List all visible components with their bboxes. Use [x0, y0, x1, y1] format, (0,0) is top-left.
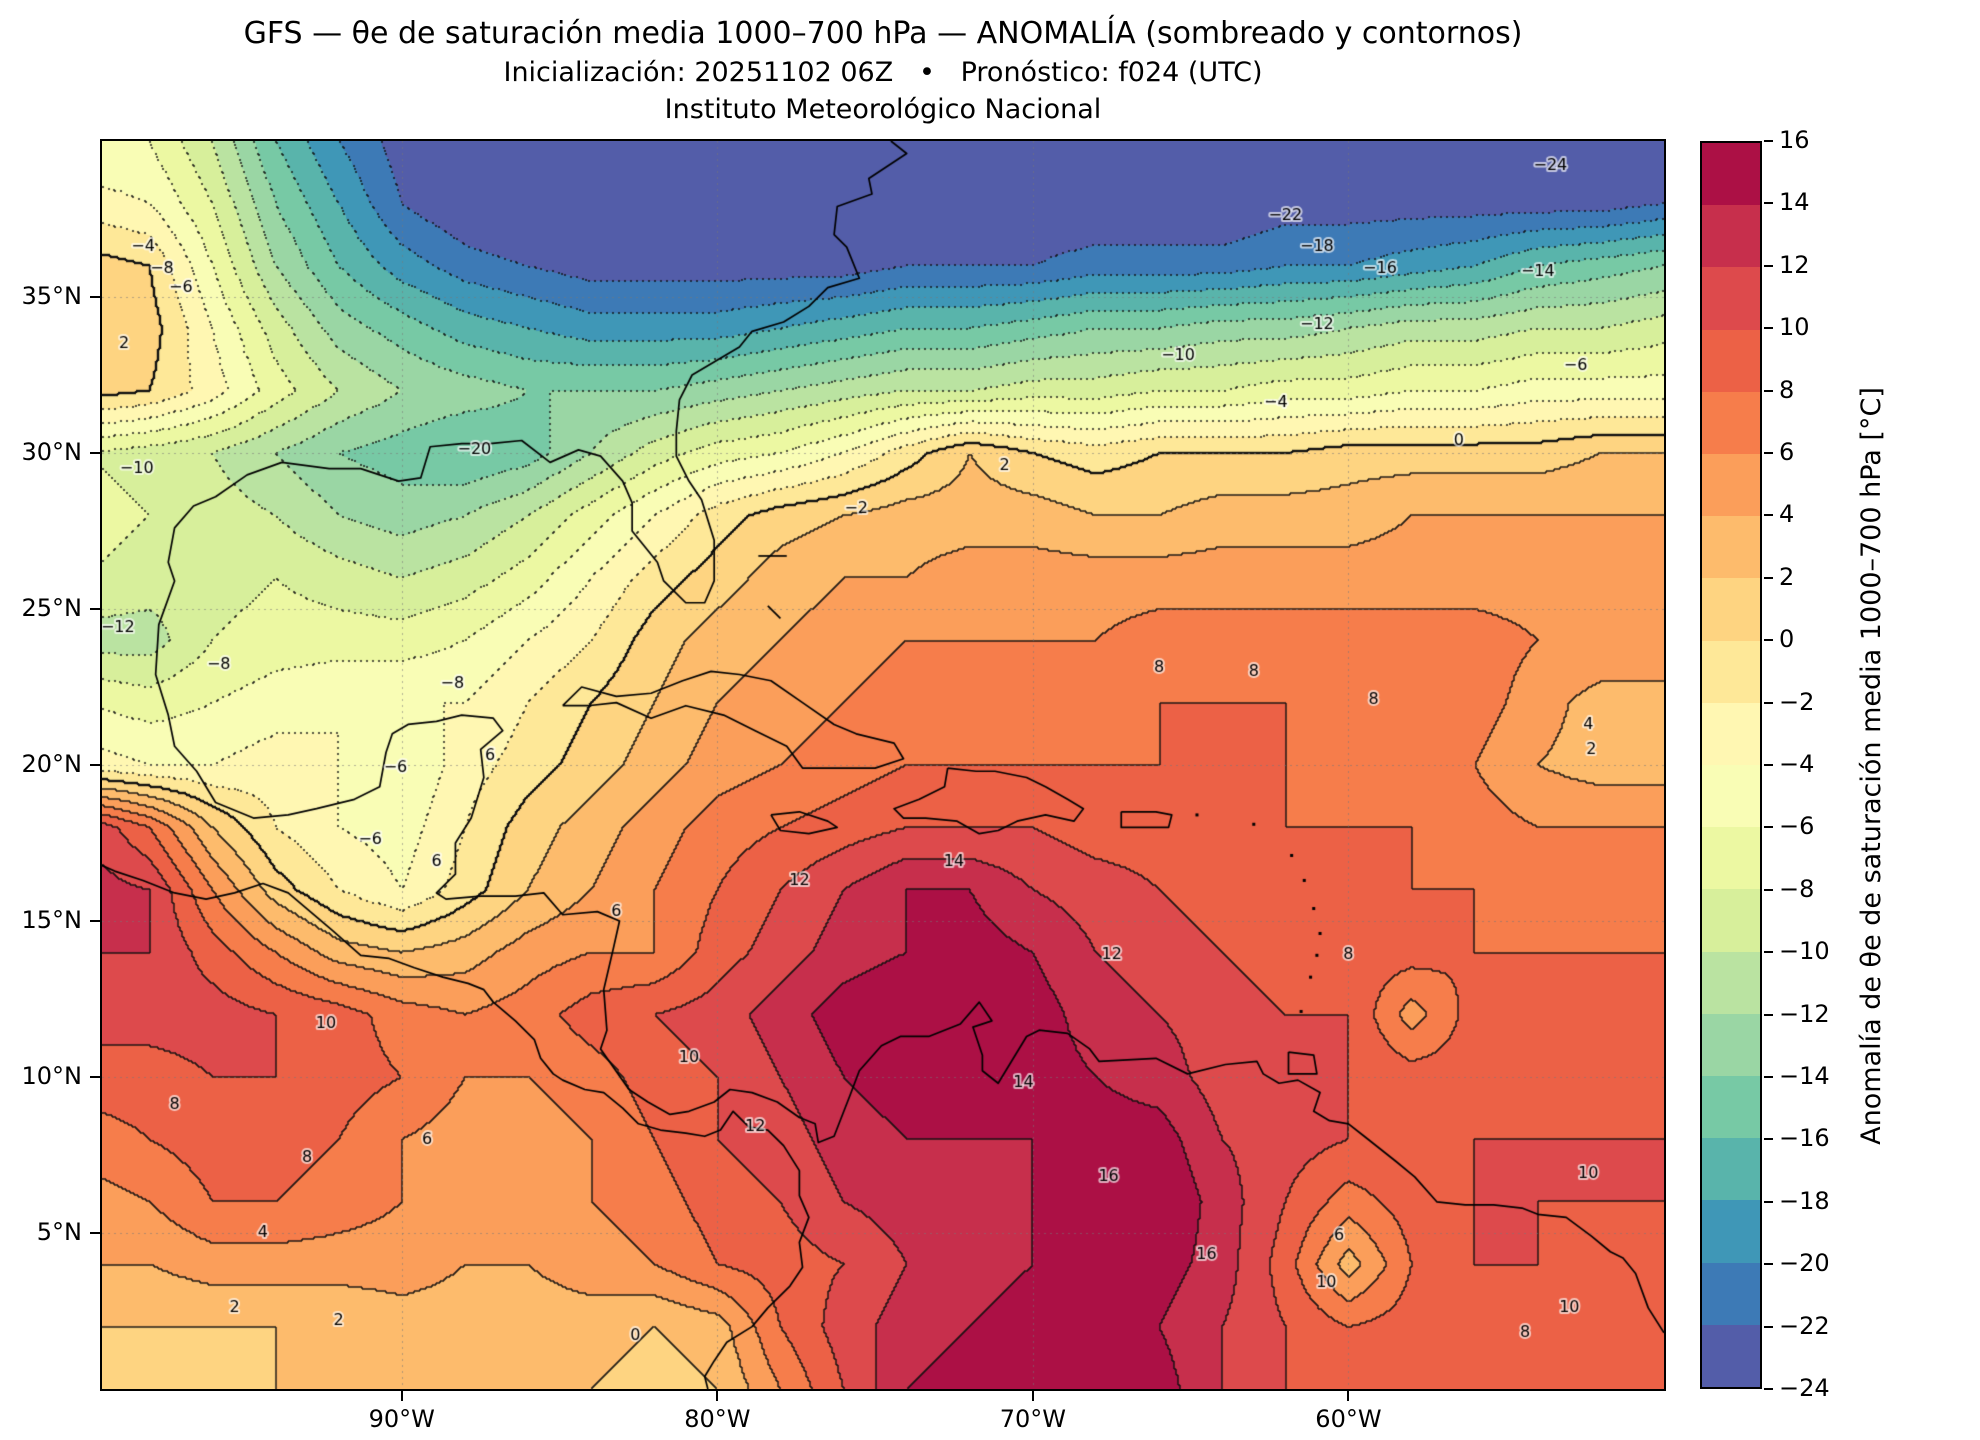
- colorbar-tick-mark: [1764, 639, 1773, 642]
- colorbar-bin: [1702, 889, 1760, 952]
- x-tick-label: 80°W: [684, 1405, 751, 1433]
- anomaly-map-canvas: [102, 141, 1664, 1389]
- colorbar-bin: [1702, 1262, 1760, 1325]
- map-plot: [100, 139, 1666, 1391]
- colorbar-tick-label: −16: [1779, 1124, 1830, 1153]
- colorbar-bin: [1702, 951, 1760, 1014]
- colorbar-tick-label: 4: [1779, 500, 1795, 529]
- colorbar-tick-label: 2: [1779, 562, 1795, 591]
- colorbar-tick-label: −6: [1779, 812, 1815, 841]
- y-tick-label: 5°N: [36, 1218, 82, 1246]
- colorbar-tick-label: 6: [1779, 438, 1795, 466]
- colorbar-bin: [1702, 1076, 1760, 1139]
- colorbar-bin: [1702, 702, 1760, 766]
- colorbar-tick-label: −20: [1779, 1249, 1830, 1278]
- y-tick-mark: [90, 764, 100, 766]
- colorbar-tick-label: 8: [1779, 375, 1795, 404]
- colorbar-tick-mark: [1764, 1263, 1773, 1266]
- colorbar-tick-mark: [1764, 701, 1773, 704]
- y-tick-mark: [90, 1076, 100, 1078]
- colorbar-tick-mark: [1764, 826, 1773, 829]
- x-tick-mark: [716, 1391, 719, 1401]
- y-tick-label: 10°N: [21, 1062, 83, 1090]
- colorbar-tick-mark: [1764, 764, 1773, 766]
- colorbar-tick-mark: [1764, 264, 1773, 267]
- colorbar-bin: [1702, 205, 1760, 268]
- colorbar-tick-label: −2: [1779, 687, 1815, 716]
- colorbar-tick-label: 16: [1779, 126, 1810, 154]
- y-tick-label: 20°N: [21, 750, 83, 778]
- colorbar-tick-mark: [1764, 327, 1773, 330]
- y-tick-label: 35°N: [21, 282, 83, 310]
- chart-titles: GFS — θe de saturación media 1000–700 hP…: [102, 14, 1664, 128]
- colorbar-label: Anomalía de θe de saturación media 1000–…: [1856, 387, 1887, 1145]
- x-tick-label: 60°W: [1315, 1405, 1382, 1433]
- chart-title: GFS — θe de saturación media 1000–700 hP…: [243, 16, 1523, 51]
- y-tick-mark: [90, 608, 100, 610]
- colorbar-tick-label: −24: [1779, 1374, 1830, 1402]
- colorbar-tick-label: 14: [1779, 188, 1810, 217]
- x-tick-label: 90°W: [368, 1405, 435, 1433]
- colorbar-tick-label: 10: [1779, 313, 1810, 342]
- colorbar-bin: [1702, 454, 1760, 517]
- colorbar-tick-label: −12: [1779, 999, 1830, 1028]
- colorbar-tick-mark: [1764, 888, 1773, 891]
- colorbar-tick-mark: [1764, 389, 1773, 392]
- colorbar-bin: [1702, 1013, 1760, 1077]
- colorbar-bin: [1702, 267, 1760, 330]
- colorbar-bin: [1702, 1324, 1760, 1388]
- y-tick-label: 30°N: [21, 438, 83, 466]
- colorbar-tick-mark: [1764, 1076, 1773, 1078]
- colorbar-tick-label: −4: [1779, 750, 1815, 778]
- colorbar-tick-label: −8: [1779, 874, 1815, 903]
- colorbar-bin: [1702, 578, 1760, 641]
- colorbar-tick-label: −22: [1779, 1311, 1830, 1340]
- colorbar-tick-label: −18: [1779, 1186, 1830, 1215]
- colorbar-bin: [1702, 516, 1760, 579]
- colorbar-tick-mark: [1764, 140, 1773, 142]
- x-tick-mark: [1347, 1391, 1350, 1401]
- colorbar: [1700, 141, 1762, 1389]
- colorbar-tick-label: 12: [1779, 250, 1810, 279]
- colorbar-tick-label: 0: [1779, 625, 1795, 654]
- colorbar-tick-mark: [1764, 1138, 1773, 1141]
- x-tick-label: 70°W: [999, 1405, 1067, 1433]
- y-tick-label: 15°N: [21, 906, 83, 934]
- colorbar-bin: [1702, 640, 1760, 703]
- colorbar-tick-mark: [1764, 452, 1773, 454]
- colorbar-bin: [1702, 827, 1760, 890]
- colorbar-tick-mark: [1764, 1325, 1773, 1328]
- colorbar-tick-mark: [1764, 1388, 1773, 1390]
- colorbar-tick-label: −14: [1779, 1062, 1830, 1090]
- colorbar-tick-mark: [1764, 202, 1773, 205]
- colorbar-tick-mark: [1764, 576, 1773, 579]
- colorbar-bin: [1702, 329, 1760, 392]
- colorbar-tick-mark: [1764, 1013, 1773, 1016]
- y-tick-mark: [90, 452, 100, 454]
- colorbar-bin: [1702, 143, 1760, 206]
- colorbar-bin: [1702, 765, 1760, 828]
- colorbar-tick-mark: [1764, 514, 1773, 517]
- chart-subtitle: Inicialización: 20251102 06Z • Pronóstic…: [503, 57, 1263, 88]
- colorbar-tick-mark: [1764, 1200, 1773, 1203]
- x-tick-mark: [400, 1391, 403, 1401]
- colorbar-tick-label: −10: [1779, 937, 1830, 966]
- chart-institution: Instituto Meteorológico Nacional: [664, 94, 1102, 125]
- y-tick-mark: [90, 1232, 100, 1234]
- colorbar-bin: [1702, 391, 1760, 455]
- y-tick-label: 25°N: [21, 594, 83, 622]
- y-tick-mark: [90, 920, 100, 922]
- colorbar-bin: [1702, 1200, 1760, 1263]
- y-tick-mark: [90, 296, 100, 298]
- x-tick-mark: [1031, 1391, 1034, 1401]
- colorbar-bin: [1702, 1138, 1760, 1201]
- colorbar-tick-mark: [1764, 951, 1773, 954]
